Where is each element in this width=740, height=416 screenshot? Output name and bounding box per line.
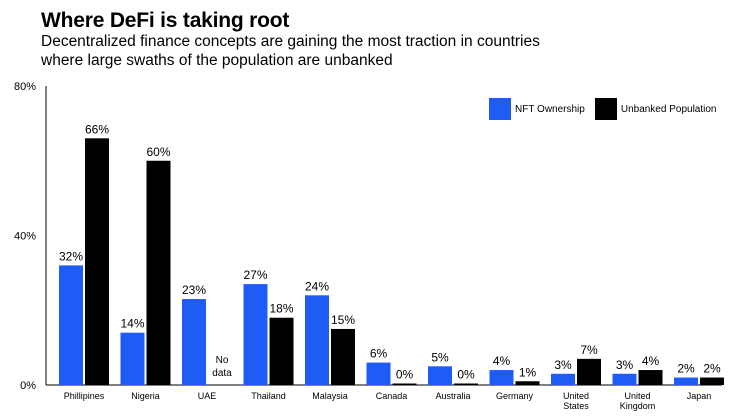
data-label: 4% — [642, 354, 660, 368]
data-label: 3% — [616, 358, 634, 372]
bar-nft — [120, 332, 145, 385]
legend: NFT Ownership Unbanked Population — [489, 98, 726, 120]
category-label: Australia — [435, 391, 470, 401]
bar-nft — [489, 370, 514, 385]
category-label: UAE — [198, 391, 217, 401]
data-label: 2% — [703, 362, 721, 376]
bar-nft — [674, 377, 698, 385]
bar-unbanked — [454, 383, 478, 385]
data-label: 0% — [396, 368, 414, 382]
category-label: Phillipines — [64, 391, 105, 401]
data-label: 15% — [331, 313, 355, 327]
data-label: 2% — [677, 362, 695, 376]
data-label: 7% — [580, 343, 598, 357]
category-label: Kingdom — [620, 401, 656, 411]
bar-unbanked — [146, 160, 171, 385]
data-label: 66% — [85, 122, 109, 136]
bar-nft — [243, 284, 268, 385]
bar-unbanked — [331, 328, 355, 385]
data-label: 24% — [305, 279, 329, 293]
bar-nft — [366, 362, 391, 385]
category-label: Malaysia — [312, 391, 348, 401]
data-label: 0% — [457, 368, 475, 382]
data-label: 6% — [370, 347, 388, 361]
category-label: United — [624, 391, 650, 401]
data-label: 18% — [269, 302, 293, 316]
bar-nft — [59, 265, 83, 385]
bar-unbanked — [577, 358, 601, 385]
data-label: 3% — [554, 358, 572, 372]
category-label: States — [563, 401, 589, 411]
legend-label-unbanked: Unbanked Population — [620, 103, 717, 115]
legend-label-nft: NFT Ownership — [515, 103, 585, 115]
legend-swatch-unbanked — [594, 98, 617, 120]
bar-nft — [182, 299, 206, 385]
legend-item-unbanked: Unbanked Population — [594, 98, 717, 120]
legend-item-nft: NFT Ownership — [489, 98, 585, 120]
legend-swatch-nft — [489, 98, 511, 120]
category-label: Germany — [496, 391, 534, 401]
chart-subtitle: Decentralized finance concepts are gaini… — [41, 33, 540, 69]
y-tick-label: 0% — [20, 380, 36, 392]
y-tick-label: 80% — [14, 81, 36, 93]
category-label: Thailand — [251, 391, 286, 401]
bar-unbanked — [85, 138, 109, 385]
no-data-label: data — [212, 368, 232, 379]
data-label: 27% — [243, 268, 267, 282]
y-tick-label: 40% — [14, 231, 36, 243]
category-label: Nigeria — [131, 391, 160, 401]
bar-nft — [612, 373, 637, 385]
data-label: 23% — [182, 283, 206, 297]
data-label: 4% — [493, 354, 511, 368]
chart-title: Where DeFi is taking root — [41, 9, 290, 32]
bar-unbanked — [700, 377, 724, 385]
category-label: Japan — [687, 391, 712, 401]
data-label: 14% — [120, 317, 144, 331]
bar-nft — [428, 366, 452, 385]
data-label: 32% — [59, 249, 83, 263]
data-label: 5% — [431, 350, 449, 364]
category-label: United — [563, 391, 589, 401]
bar-unbanked — [269, 317, 294, 385]
bar-nft — [305, 295, 329, 385]
bar-unbanked — [638, 370, 663, 385]
bar-nft — [551, 373, 575, 385]
data-label: 1% — [519, 365, 537, 379]
no-data-label: No — [216, 355, 229, 366]
data-label: 60% — [146, 145, 170, 159]
bar-unbanked — [392, 383, 417, 385]
bar-unbanked — [515, 381, 540, 385]
category-label: Canada — [376, 391, 408, 401]
